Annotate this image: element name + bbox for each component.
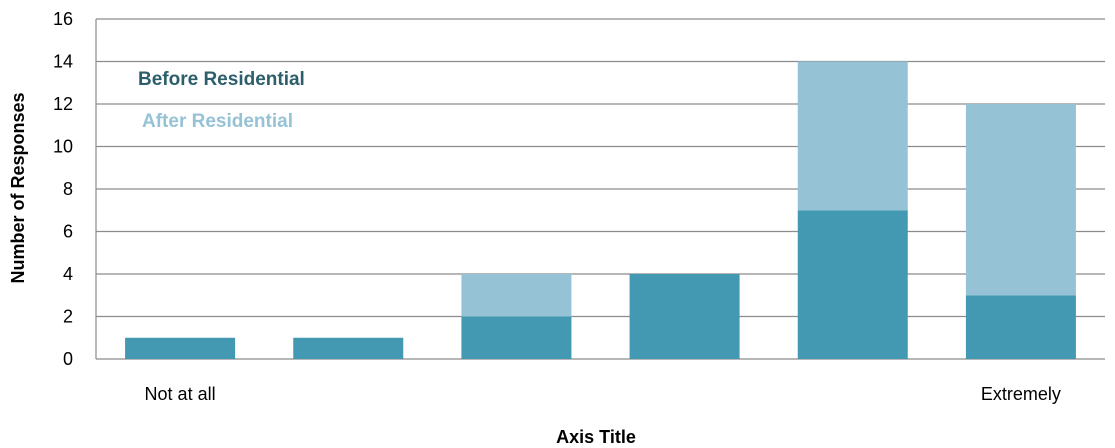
x-category-label: Not at all bbox=[145, 384, 216, 404]
grid-lines bbox=[95, 18, 1105, 360]
bar-before-2 bbox=[461, 316, 572, 359]
bar-before-4 bbox=[797, 210, 908, 359]
x-axis-title: Axis Title bbox=[556, 427, 636, 447]
y-tick-label: 16 bbox=[53, 9, 73, 29]
y-tick-label: 6 bbox=[63, 222, 73, 242]
y-tick-label: 14 bbox=[53, 52, 73, 72]
x-category-label: Extremely bbox=[981, 384, 1061, 404]
bar-after-4 bbox=[797, 61, 908, 211]
y-axis-title: Number of Responses bbox=[8, 92, 28, 283]
category-labels: Not at all Extremely bbox=[145, 384, 1061, 404]
bar-before-5 bbox=[965, 295, 1076, 359]
y-tick-label: 2 bbox=[63, 307, 73, 327]
legend: Before Residential After Residential bbox=[138, 69, 305, 132]
bar-after-2 bbox=[461, 274, 572, 317]
bar-after-5 bbox=[965, 104, 1076, 296]
legend-label-before-residential: Before Residential bbox=[138, 69, 305, 90]
y-tick-label: 12 bbox=[53, 94, 73, 114]
y-tick-label: 8 bbox=[63, 179, 73, 199]
y-tick-label: 4 bbox=[63, 264, 73, 284]
y-tick-labels: 0 2 4 6 8 10 12 14 16 bbox=[53, 9, 73, 369]
bar-before-0 bbox=[125, 337, 236, 359]
bar-before-1 bbox=[293, 337, 404, 359]
y-tick-label: 10 bbox=[53, 137, 73, 157]
bar-before-3 bbox=[629, 274, 740, 359]
y-tick-label: 0 bbox=[63, 349, 73, 369]
legend-label-after-residential: After Residential bbox=[142, 111, 293, 132]
bars bbox=[125, 61, 1076, 359]
